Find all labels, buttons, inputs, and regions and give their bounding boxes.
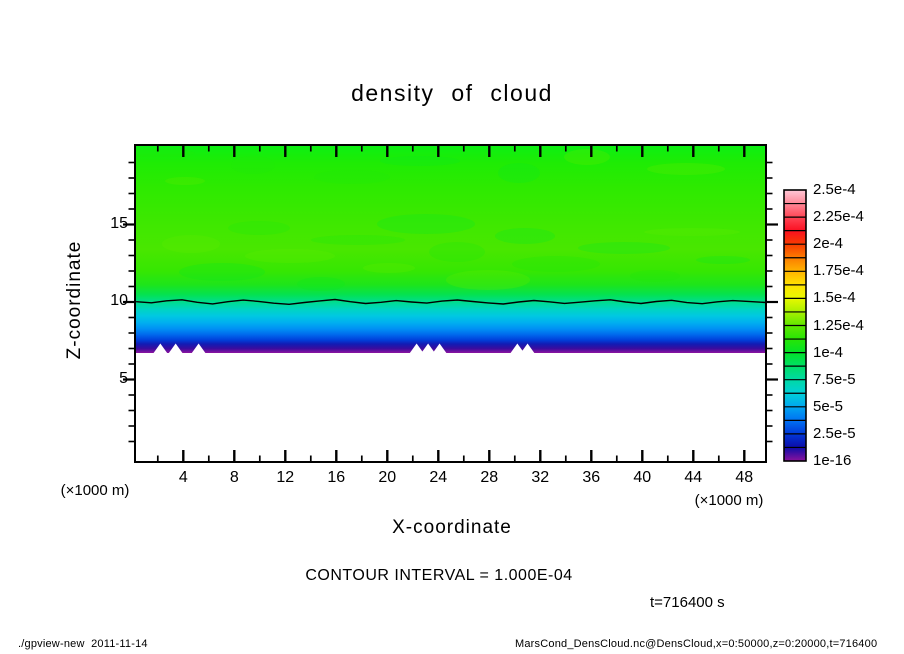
field-texture-blob bbox=[696, 256, 750, 264]
x-tick-label: 32 bbox=[531, 469, 550, 486]
field-texture-blob bbox=[228, 221, 290, 235]
field-texture-blob bbox=[380, 156, 460, 166]
field-texture-blob bbox=[630, 270, 680, 282]
density-field bbox=[135, 145, 766, 353]
x-axis-unit: (×1000 m) bbox=[694, 492, 764, 509]
x-tick-label: 20 bbox=[378, 469, 397, 486]
colorbar-tick-label: 5e-5 bbox=[813, 397, 844, 415]
colorbar-border bbox=[783, 189, 807, 462]
colorbar-tick-label: 2e-4 bbox=[813, 235, 844, 253]
field-texture-blob bbox=[647, 163, 725, 175]
field-texture-blob bbox=[297, 277, 345, 291]
cloud-base-gap-notch bbox=[409, 343, 425, 354]
colorbar-tick-label: 7.5e-5 bbox=[813, 370, 856, 388]
cloud-base-gap-notch bbox=[509, 343, 525, 354]
cloud-base-gap-notch bbox=[520, 343, 536, 354]
y-axis-label: Z-coordinate bbox=[64, 240, 85, 360]
x-tick-label: 40 bbox=[633, 469, 652, 486]
field-texture-blob bbox=[162, 235, 220, 253]
y-tick-label: 15 bbox=[110, 214, 128, 232]
field-mottling bbox=[135, 149, 750, 291]
field-texture-blob bbox=[512, 256, 600, 272]
cloud-base-gap-notch bbox=[420, 343, 436, 354]
field-texture-blob bbox=[498, 163, 540, 183]
colorbar-tick-label: 1e-16 bbox=[813, 452, 852, 469]
y-tick-label: 10 bbox=[110, 292, 128, 309]
field-texture-blob bbox=[495, 228, 555, 244]
x-tick-label: 12 bbox=[276, 469, 295, 486]
x-tick-label: 4 bbox=[178, 469, 188, 486]
y-tick-label: 5 bbox=[119, 369, 128, 387]
colorbar-tick-label: 1.25e-4 bbox=[813, 316, 864, 334]
field-texture-blob bbox=[644, 228, 740, 236]
colorbar-tick-label: 2.25e-4 bbox=[813, 208, 864, 226]
footer-command-text: ./gpview-new 2011-11-14 bbox=[18, 638, 148, 650]
cloud-base-gap-notch bbox=[432, 343, 448, 354]
field-texture-blob bbox=[314, 170, 390, 184]
time-annotation: t=716400 s bbox=[650, 594, 725, 611]
field-texture-blob bbox=[245, 249, 335, 263]
x-tick-label: 36 bbox=[582, 469, 601, 486]
contour-line-1e-4 bbox=[136, 298, 766, 305]
below-cloud-region bbox=[136, 353, 765, 461]
x-tick-label: 24 bbox=[429, 469, 448, 486]
page-title: density of cloud bbox=[351, 80, 553, 106]
x-tick-label: 44 bbox=[684, 469, 703, 486]
field-texture-blob bbox=[578, 242, 670, 254]
colorbar-tick-label: 1.5e-4 bbox=[813, 289, 856, 307]
footer-source-text: MarsCond_DensCloud.nc@DensCloud,x=0:5000… bbox=[515, 638, 878, 650]
field-texture-blob bbox=[377, 214, 475, 234]
colorbar-tick-label: 2.5e-4 bbox=[813, 181, 856, 198]
cloud-base-gap-notch bbox=[152, 343, 168, 354]
cloud-base-gap-notch bbox=[168, 343, 184, 354]
colorbar-tick-label: 2.5e-5 bbox=[813, 424, 856, 442]
x-tick-label: 8 bbox=[229, 469, 239, 486]
field-texture-blob bbox=[363, 263, 415, 273]
field-texture-blob bbox=[429, 242, 485, 262]
contour-interval-note: CONTOUR INTERVAL = 1.000E-04 bbox=[305, 567, 573, 584]
plot-frame bbox=[134, 144, 767, 463]
field-texture-blob bbox=[179, 263, 265, 281]
y-axis-unit: (×1000 m) bbox=[60, 482, 130, 499]
colorbar-tick-label: 1.75e-4 bbox=[813, 262, 864, 280]
colorbar-tick-label: 1e-4 bbox=[813, 343, 844, 361]
field-texture-blob bbox=[165, 177, 205, 185]
x-tick-label: 16 bbox=[327, 469, 346, 486]
x-tick-label: 48 bbox=[735, 469, 754, 486]
x-tick-label: 28 bbox=[480, 469, 499, 486]
field-texture-blob bbox=[446, 270, 530, 290]
field-texture-blob bbox=[564, 149, 610, 165]
x-axis-label: X-coordinate bbox=[392, 517, 512, 538]
cloud-base-gap-notch bbox=[191, 343, 207, 354]
field-texture-blob bbox=[135, 149, 195, 157]
field-texture-blob bbox=[231, 156, 275, 174]
field-texture-blob bbox=[311, 235, 405, 245]
